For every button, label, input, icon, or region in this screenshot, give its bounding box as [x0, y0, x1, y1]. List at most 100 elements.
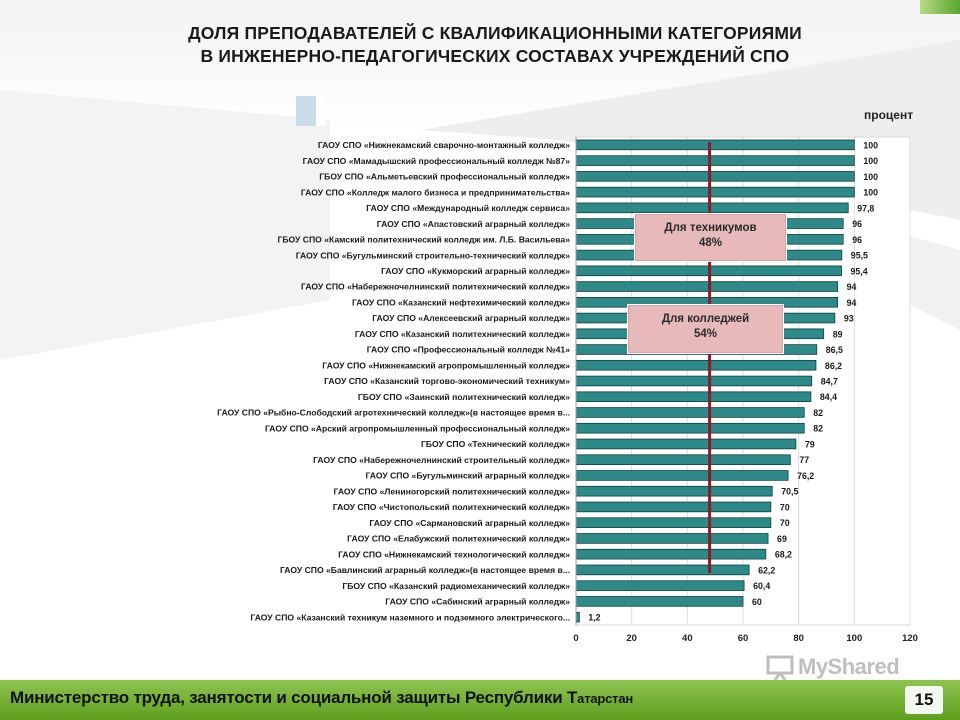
category-label: ГАОУ СПО «Нижнекамский агропромышленный …	[322, 360, 570, 370]
data-label: 60	[752, 597, 762, 607]
category-label: ГАОУ СПО «Бавлинский аграрный колледж»(в…	[280, 565, 570, 575]
presentation-icon	[766, 655, 794, 680]
category-label: ГБОУ СПО «Казанский радиомеханический ко…	[342, 581, 570, 591]
data-label: 100	[863, 140, 878, 150]
data-label: 84,7	[821, 377, 838, 387]
data-label: 82	[813, 424, 823, 434]
data-label: 86,5	[826, 345, 843, 355]
category-label: ГАОУ СПО «Арский агропромышленный профес…	[265, 423, 570, 433]
callout-colleges-value: 54%	[693, 328, 718, 340]
category-label: ГАОУ СПО «Международный колледж сервиса»	[366, 203, 570, 213]
category-label: ГАОУ СПО «Нижнекамский технологический к…	[338, 549, 570, 559]
unit-label: процент	[864, 108, 914, 122]
bar	[575, 517, 772, 528]
x-tick-label: 120	[902, 633, 918, 644]
footer-bar: Министерство труда, занятости и социальн…	[0, 680, 960, 720]
category-label: ГАОУ СПО «Казанский нефтехимический колл…	[352, 297, 570, 307]
category-label: ГАОУ СПО «Бугульминский строительно-техн…	[296, 250, 571, 260]
bar	[575, 171, 855, 182]
bar	[575, 485, 773, 497]
category-label: ГАОУ СПО «Сабинский аграрный колледж»	[385, 597, 570, 607]
x-tick-label: 80	[793, 633, 804, 644]
page-number: 15	[905, 686, 943, 714]
bar	[575, 375, 813, 387]
x-tick-label: 20	[626, 633, 637, 644]
category-label: ГАОУ СПО «Сармановский аграрный колледж»	[369, 518, 570, 528]
x-tick-label: 100	[846, 633, 862, 644]
data-label: 93	[844, 314, 854, 324]
title-line-1: ДОЛЯ ПРЕПОДАВАТЕЛЕЙ С КВАЛИФИКАЦИОННЫМИ …	[188, 23, 802, 43]
category-label: ГБОУ СПО «Технический колледж»	[421, 439, 570, 449]
data-label: 95,4	[851, 266, 868, 276]
category-label: ГАОУ СПО «Нижнекамский сварочно-монтажны…	[318, 140, 570, 150]
data-label: 1,2	[588, 613, 600, 623]
data-label: 89	[833, 329, 843, 339]
bar	[575, 139, 855, 151]
callout-colleges-label: Для колледжей	[661, 313, 750, 325]
category-label: ГБОУ СПО «Камский политехнический коллед…	[277, 235, 570, 245]
data-label: 84,4	[820, 392, 837, 402]
category-label: ГАОУ СПО «Казанский политехнический колл…	[355, 329, 570, 339]
bar	[575, 470, 789, 481]
footer-ministry-main: Министерство труда, занятости и социальн…	[10, 688, 578, 707]
callout-technikum-label: Для техникумов	[664, 222, 757, 234]
decorative-square	[296, 96, 316, 126]
bar	[575, 155, 855, 166]
bar	[575, 580, 745, 591]
category-label: ГАОУ СПО «Набережночелнинский политехнич…	[301, 282, 570, 292]
category-label: ГАОУ СПО «Набережночелнинский строительн…	[313, 455, 570, 465]
data-label: 70,5	[781, 487, 798, 497]
category-label: ГАОУ СПО «Чистопольский политехнический …	[333, 502, 570, 512]
data-label: 100	[863, 172, 878, 182]
category-label: ГАОУ СПО «Елабужский политехнический кол…	[347, 534, 570, 544]
callout-colleges: Для колледжей 54%	[627, 304, 784, 354]
data-label: 95,5	[851, 251, 868, 261]
footer-ministry: Министерство труда, занятости и социальн…	[10, 688, 633, 708]
category-label: ГАОУ СПО «Бугульминский аграрный колледж…	[365, 471, 570, 481]
x-tick-label: 40	[682, 633, 693, 644]
data-label: 97,8	[857, 203, 874, 213]
data-label: 77	[799, 455, 809, 465]
bar	[575, 407, 805, 418]
footer-ministry-small: атарстан	[577, 691, 634, 706]
category-label: ГБОУ СПО «Заинский политехнический колле…	[358, 392, 570, 402]
data-label: 100	[863, 188, 878, 198]
decorative-square-light	[316, 96, 326, 126]
category-label: ГАОУ СПО «Мамадышский профессиональный к…	[303, 156, 571, 166]
bar	[575, 422, 805, 434]
bar	[575, 501, 772, 513]
data-label: 70	[780, 502, 790, 512]
category-label: ГАОУ СПО «Лениногорский политехнический …	[333, 486, 570, 496]
data-label: 86,2	[825, 361, 842, 371]
callout-technikum: Для техникумов 48%	[634, 213, 787, 262]
data-label: 76,2	[797, 471, 814, 481]
bar	[575, 186, 855, 198]
bar	[575, 359, 817, 371]
bar	[575, 564, 750, 576]
data-label: 69	[777, 534, 787, 544]
x-tick-label: 60	[738, 633, 749, 644]
slide-title: ДОЛЯ ПРЕПОДАВАТЕЛЕЙ С КВАЛИФИКАЦИОННЫМИ …	[0, 22, 960, 68]
data-label: 96	[852, 219, 862, 229]
data-label: 94	[847, 298, 857, 308]
bar	[575, 548, 767, 560]
bar	[575, 596, 744, 607]
data-label: 82	[813, 408, 823, 418]
watermark: MyShared	[766, 654, 900, 680]
category-label: ГАОУ СПО «Кукморский аграрный колледж»	[381, 266, 570, 276]
bar	[575, 438, 797, 450]
watermark-text: MyShared	[798, 654, 900, 679]
category-label: ГАОУ СПО «Колледж малого бизнеса и предп…	[301, 187, 570, 197]
data-label: 70	[780, 518, 790, 528]
category-label: ГАОУ СПО «Апастовский аграрный колледж»	[377, 219, 570, 229]
bar	[575, 202, 849, 214]
category-label: ГАОУ СПО «Казанский торгово-экономически…	[324, 376, 570, 386]
corner-accent	[920, 0, 960, 14]
bar	[575, 454, 791, 465]
bar	[575, 281, 839, 292]
bar	[575, 533, 769, 544]
data-label: 68,2	[775, 550, 792, 560]
data-label: 96	[852, 235, 862, 245]
bar	[575, 391, 812, 403]
data-label: 94	[847, 282, 857, 292]
